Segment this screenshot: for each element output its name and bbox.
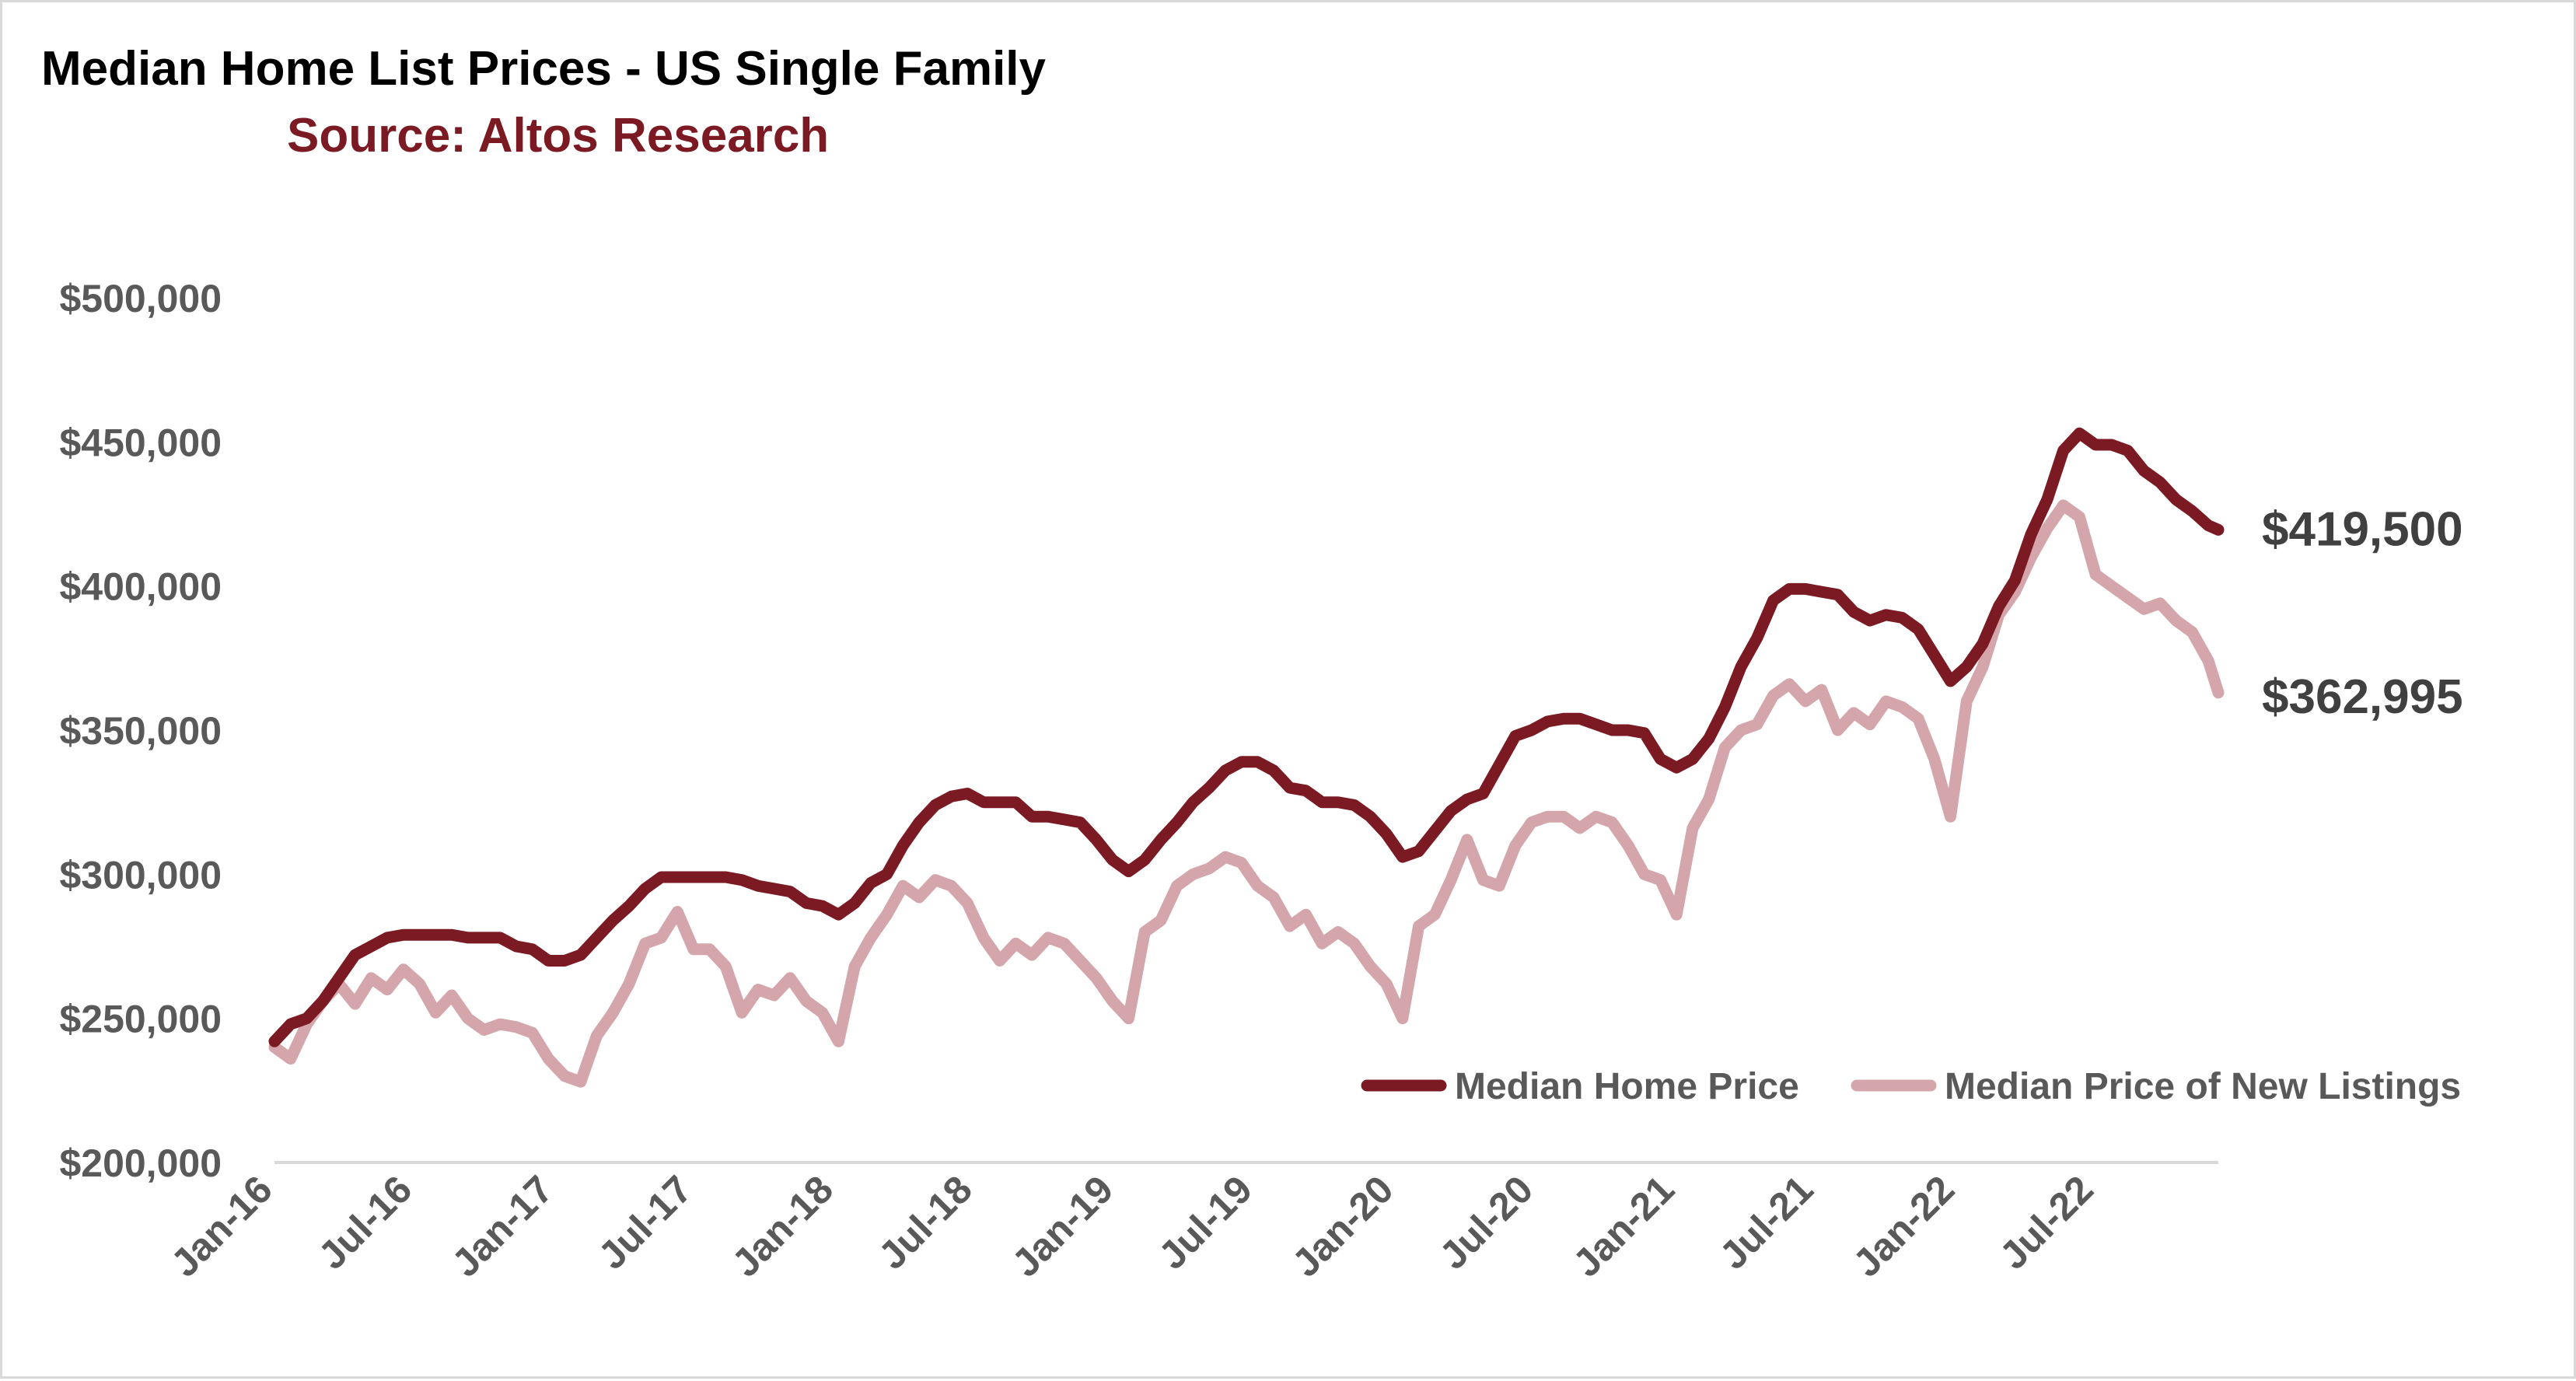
x-tick-label: Jul-19: [1150, 1167, 1260, 1278]
x-tick-label: Jan-22: [1845, 1167, 1963, 1285]
legend: Median Home Price Median Price of New Lis…: [1361, 1066, 2461, 1107]
x-tick-label: Jul-18: [870, 1167, 980, 1278]
series-lines: [268, 427, 2225, 1088]
x-tick-label: Jan-18: [724, 1167, 842, 1285]
y-tick-label: $400,000: [59, 565, 222, 609]
median-home-price-line: [268, 427, 2225, 1047]
chart-subtitle: Source: Altos Research: [287, 109, 829, 163]
new-listings-end-label: $362,995: [2262, 670, 2463, 724]
y-tick-label: $500,000: [59, 277, 222, 320]
end-labels: $419,500 $362,995: [2262, 502, 2463, 723]
median-home-price-end-label: $419,500: [2262, 502, 2463, 556]
x-tick-label: Jul-17: [590, 1167, 701, 1278]
x-tick-label: Jul-21: [1711, 1167, 1822, 1278]
new-listings-line: [268, 499, 2225, 1088]
chart-title: Median Home List Prices - US Single Fami…: [41, 42, 1047, 96]
legend-label: Median Price of New Listings: [1945, 1066, 2461, 1107]
y-tick-label: $250,000: [59, 998, 222, 1041]
y-tick-label: $300,000: [59, 853, 222, 897]
x-tick-label: Jan-17: [443, 1167, 561, 1285]
y-tick-label: $450,000: [59, 421, 222, 464]
y-axis: $200,000 $250,000 $300,000 $350,000 $400,000…: [59, 277, 222, 1185]
y-tick-label: $200,000: [59, 1142, 222, 1185]
y-tick-label: $350,000: [59, 709, 222, 753]
x-axis: Jan-16 Jul-16 Jan-17 Jul-17 Jan-18 Jul-18 Jan-…: [163, 1167, 2102, 1285]
legend-label: Median Home Price: [1455, 1066, 1799, 1107]
x-tick-label: Jul-16: [310, 1167, 421, 1278]
x-tick-label: Jan-21: [1564, 1167, 1683, 1285]
x-tick-label: Jan-19: [1004, 1167, 1122, 1285]
x-tick-label: Jul-20: [1431, 1167, 1542, 1278]
x-tick-label: Jul-22: [1991, 1167, 2102, 1278]
x-tick-label: Jan-20: [1284, 1167, 1402, 1285]
